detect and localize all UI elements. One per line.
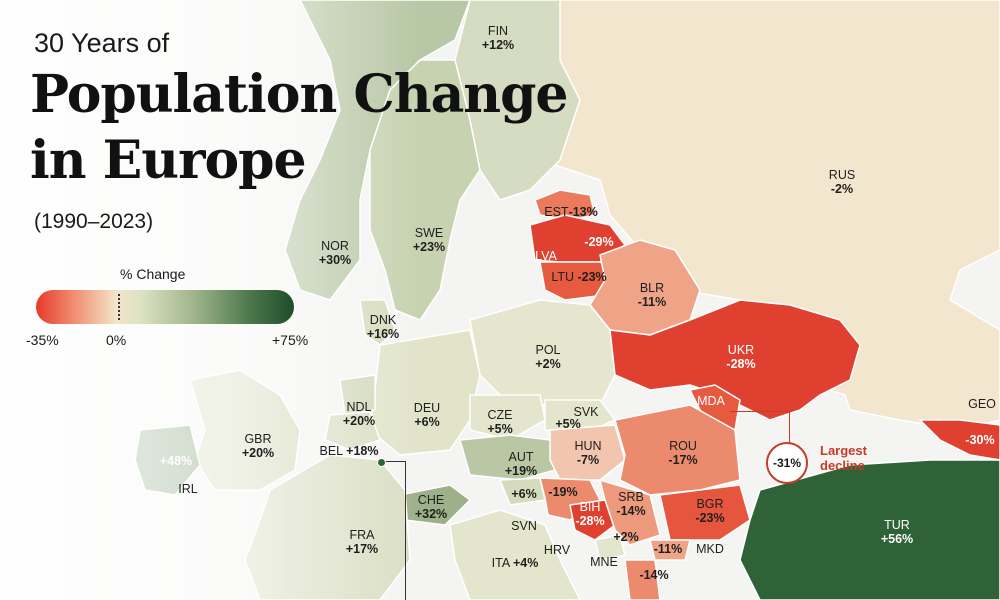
country-tur xyxy=(739,459,1000,600)
title-line-2: in Europe xyxy=(30,130,307,191)
label-mkd-code: MKD xyxy=(696,542,724,556)
label-irl-code: IRL xyxy=(178,482,198,496)
label-blr: BLR -11% xyxy=(637,281,667,309)
label-che: CHE +32% xyxy=(414,493,448,521)
callout-line-2: decline xyxy=(820,458,865,473)
label-mne-code: MNE xyxy=(590,555,618,569)
country-gbr xyxy=(189,369,301,491)
bel-pointer-line-v xyxy=(405,461,406,600)
title-line-1: Population Change xyxy=(30,64,569,125)
label-mkd-val: -11% xyxy=(653,542,683,556)
label-srb: SRB -14% xyxy=(616,490,646,518)
page-title: Population Change in Europe xyxy=(30,62,569,194)
label-bgr: BGR -23% xyxy=(695,497,725,525)
label-svn-code: SVN xyxy=(511,519,537,533)
label-ndl: NDL +20% xyxy=(342,400,376,428)
bel-pointer-line-h xyxy=(380,461,406,462)
label-ukr: UKR -28% xyxy=(726,343,756,371)
label-deu: DEU +6% xyxy=(413,401,441,429)
label-gbr: GBR +20% xyxy=(241,432,275,460)
label-irl-val: +48% xyxy=(159,454,193,468)
label-bel: BEL +18% xyxy=(319,444,379,458)
label-bih: BIH -28% xyxy=(575,500,605,528)
legend-mid-label: 0% xyxy=(106,332,127,348)
label-rus: RUS -2% xyxy=(828,168,856,196)
label-fra: FRA +17% xyxy=(345,528,379,556)
label-swe: SWE +23% xyxy=(412,226,446,254)
country-geo xyxy=(919,419,1000,461)
country-deu xyxy=(369,329,481,456)
label-rou: ROU -17% xyxy=(668,439,698,467)
legend-min-label: -35% xyxy=(26,332,59,348)
label-ita: ITA +4% xyxy=(491,556,539,570)
label-svk-code: SVK xyxy=(573,405,599,419)
label-est: EST-13% xyxy=(544,205,598,219)
callout-value-badge: -31% xyxy=(766,442,808,484)
label-geo: -30% xyxy=(965,433,995,447)
legend-max-label: +75% xyxy=(272,332,309,348)
callout-text: Largest decline xyxy=(820,443,867,473)
callout-line-h xyxy=(730,411,790,412)
title-kicker: 30 Years of xyxy=(34,28,170,58)
label-lva: -29% xyxy=(584,235,614,249)
label-tur: TUR +56% xyxy=(880,518,914,546)
title-subtitle: (1990–2023) xyxy=(34,210,154,233)
label-dnk: DNK +16% xyxy=(366,313,400,341)
label-svn-val: +6% xyxy=(511,487,537,501)
label-aut: AUT +19% xyxy=(504,450,538,478)
label-alb-val: -14% xyxy=(639,568,669,582)
label-svk-val: +5% xyxy=(555,417,581,431)
label-ltu: LTU -23% xyxy=(551,270,607,284)
label-mne-val: +2% xyxy=(613,530,639,544)
label-nor: NOR +30% xyxy=(318,239,352,267)
label-mda: MDA xyxy=(697,394,725,408)
callout-line-1: Largest xyxy=(820,443,867,458)
label-hun: HUN -7% xyxy=(574,439,602,467)
legend-zero-marker xyxy=(118,294,120,320)
lux-marker xyxy=(377,458,386,467)
label-cze: CZE +5% xyxy=(487,408,513,436)
label-geo-code: GEO xyxy=(968,397,996,411)
label-hrv-val: -19% xyxy=(548,485,578,499)
label-fin: FIN +12% xyxy=(481,24,515,52)
callout-line-v xyxy=(789,411,790,443)
legend-title: % Change xyxy=(120,266,186,282)
legend-color-scale xyxy=(36,290,294,324)
label-lva-code: LVA xyxy=(535,249,557,263)
label-pol: POL +2% xyxy=(535,343,561,371)
label-hrv-code: HRV xyxy=(543,543,571,557)
